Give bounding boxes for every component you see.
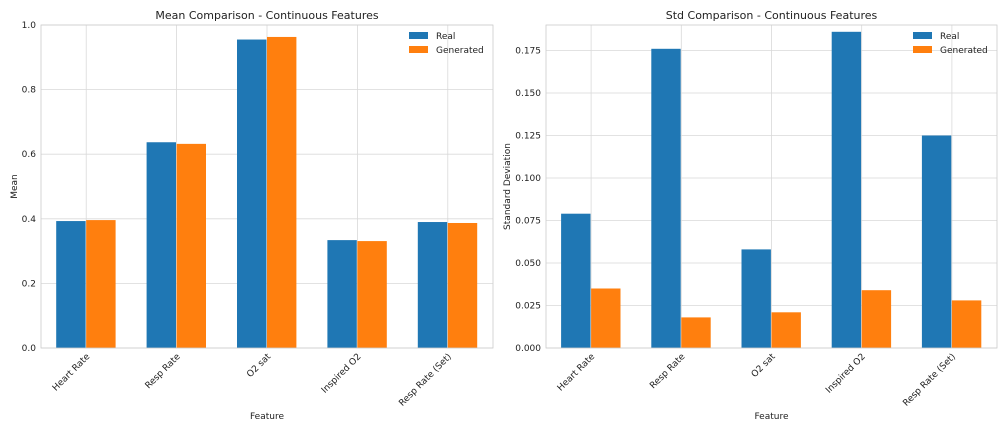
bar-generated-1 (591, 288, 621, 348)
chart-panel-1: 0.0 0.2 0.4 0.6 0.8 1.0 Heart Rate Resp Rate O2 … (10, 9, 494, 422)
bar-generated-3 (267, 36, 297, 349)
legend-swatch-real (913, 32, 932, 39)
bar-generated-1 (86, 220, 116, 348)
y-tick-label: 0.075 (515, 217, 541, 227)
x-tick-label: Resp Rate (Set) (901, 352, 958, 409)
bar-real-3 (741, 249, 771, 348)
bar-real-2 (146, 142, 176, 348)
plot-frame (40, 24, 494, 349)
x-tick-label: Heart Rate (51, 352, 93, 394)
y-tick-label: 0.2 (22, 279, 36, 289)
y-tick-label: 0.8 (22, 86, 37, 96)
bar-real-5 (417, 222, 448, 348)
x-tick-label: Resp Rate (Set) (397, 352, 454, 409)
chart-title: Mean Comparison - Continuous Features (155, 9, 378, 22)
y-tick-label: 0.100 (515, 174, 541, 184)
bar-real-5 (921, 135, 952, 348)
x-axis-label: Feature (754, 412, 788, 422)
legend: Real Generated (913, 32, 988, 56)
bar-generated-5 (447, 222, 478, 348)
y-tick-label: 0.4 (22, 215, 37, 225)
legend-label-generated: Generated (940, 46, 988, 56)
y-axis-label: Mean (10, 174, 20, 199)
legend-label-real: Real (940, 32, 959, 42)
legend-label-real: Real (436, 32, 455, 42)
x-tick-label: Inspired O2 (824, 352, 868, 396)
bar-real-1 (56, 221, 86, 348)
bar-generated-3 (771, 312, 801, 348)
y-tick-label: 0.150 (515, 89, 541, 99)
bar-generated-4 (357, 241, 387, 348)
bar-generated-4 (861, 290, 892, 348)
bar-generated-2 (681, 317, 711, 348)
chart-title: Std Comparison - Continuous Features (666, 9, 878, 22)
y-tick-label: 0.050 (515, 259, 541, 269)
bar-real-3 (237, 39, 267, 348)
legend-label-generated: Generated (436, 46, 484, 56)
legend-swatch-generated (913, 46, 932, 53)
x-tick-label: O2 sat (750, 352, 778, 380)
legend: Real Generated (409, 32, 484, 56)
y-tick-label: 0.025 (515, 302, 541, 312)
y-tick-label: 0.0 (22, 344, 37, 354)
bar-generated-2 (176, 143, 206, 348)
legend-swatch-generated (409, 46, 428, 53)
y-tick-label: 1.0 (22, 21, 37, 31)
x-tick-label: Resp Rate (648, 352, 687, 391)
bar-generated-5 (951, 300, 982, 348)
x-axis-label: Feature (250, 412, 284, 422)
x-tick-label: Inspired O2 (320, 352, 364, 396)
legend-swatch-real (409, 32, 428, 39)
y-tick-label: 0.6 (22, 150, 37, 160)
bar-real-4 (327, 240, 357, 348)
bar-real-4 (831, 31, 862, 349)
y-axis-label: Standard Deviation (503, 143, 513, 230)
plot-frame (545, 24, 998, 349)
bar-real-1 (561, 213, 591, 348)
y-tick-label: 0.175 (515, 47, 541, 57)
x-tick-label: Heart Rate (556, 352, 598, 394)
y-tick-label: 0.000 (515, 344, 541, 354)
chart-panel-2: 0.000 0.025 0.050 0.075 0.100 0.125 0.150 0.175… (503, 9, 998, 422)
x-tick-label: Resp Rate (144, 352, 183, 391)
bar-real-2 (651, 48, 681, 349)
y-tick-label: 0.125 (515, 132, 541, 142)
x-tick-label: O2 sat (245, 352, 273, 380)
